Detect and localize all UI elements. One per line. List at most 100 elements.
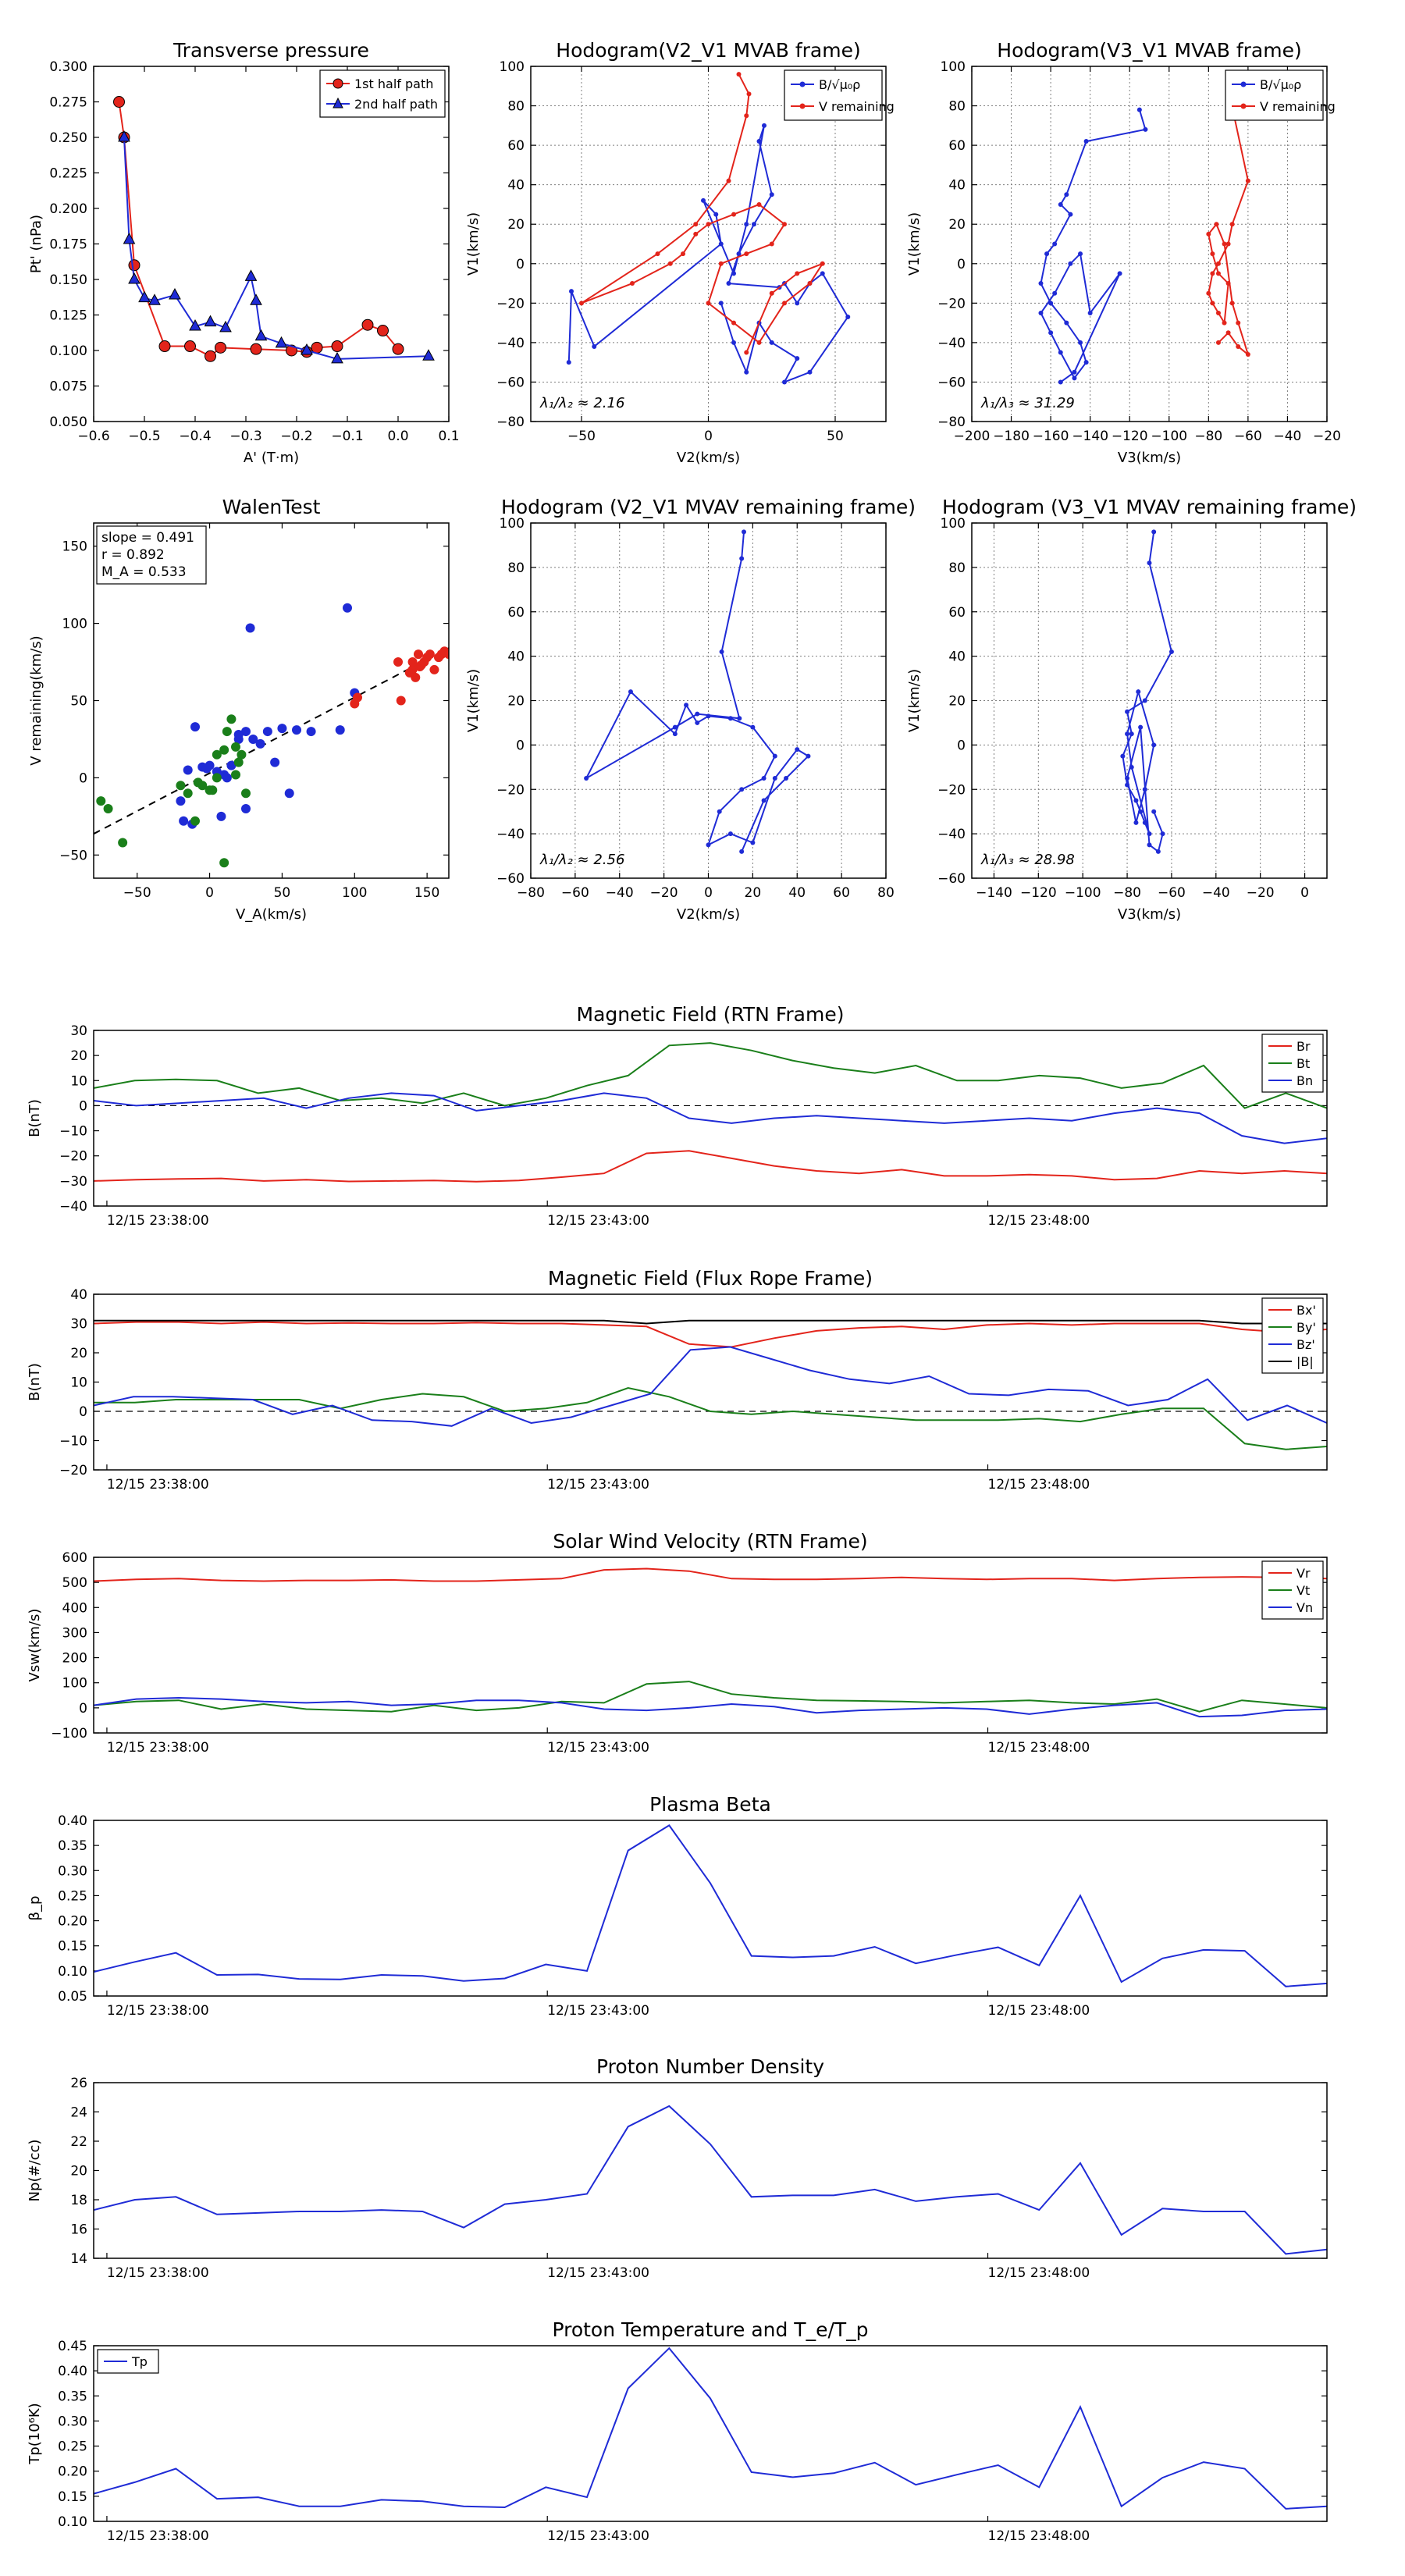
data-point (1058, 379, 1063, 385)
series-line-By' (94, 1386, 1327, 1450)
series-line-Tp (94, 2347, 1327, 2510)
legend-marker (333, 78, 343, 89)
data-point (1142, 698, 1147, 703)
eigenvalue-ratio: λ₁/λ₃ ≈ 28.98 (980, 852, 1075, 868)
data-point (1245, 178, 1250, 183)
axes-frame (93, 1557, 1328, 1734)
data-point (1072, 375, 1077, 381)
data-point (731, 271, 736, 276)
y-tick-label: 0.10 (58, 2514, 87, 2530)
x-tick-label: 12/15 23:38:00 (107, 2528, 209, 2544)
data-point (262, 727, 272, 737)
y-axis-label: V1(km/s) (906, 212, 923, 276)
x-tick-label: −0.6 (77, 429, 109, 444)
axes-frame (93, 1820, 1328, 1997)
data-point (414, 649, 423, 660)
x-tick-label: −120 (1112, 429, 1148, 444)
y-tick-label: 50 (70, 694, 87, 710)
y-tick-label: 0.45 (58, 2339, 87, 2354)
y-tick-label: 0.25 (58, 1888, 87, 1904)
data-point (737, 716, 742, 721)
x-tick-label: 12/15 23:43:00 (547, 2528, 649, 2544)
x-tick-label: 12/15 23:38:00 (107, 2265, 209, 2281)
data-point (1142, 820, 1147, 825)
data-point (736, 72, 742, 77)
data-point (807, 281, 813, 286)
y-tick-label: 0.275 (49, 95, 87, 111)
y-tick-label: −20 (937, 782, 966, 798)
data-point (248, 734, 258, 744)
y-tick-label: −20 (59, 1149, 87, 1165)
y-tick-label: 60 (948, 138, 966, 154)
y-tick-label: 10 (70, 1073, 87, 1089)
data-point (241, 727, 251, 737)
x-tick-label: 100 (342, 885, 367, 901)
data-point (1147, 842, 1152, 848)
data-point (205, 350, 216, 362)
data-point (1083, 360, 1089, 365)
data-point (592, 343, 597, 349)
x-tick-label: −40 (1273, 429, 1301, 444)
legend-marker (1240, 81, 1247, 87)
data-point (444, 649, 449, 660)
x-axis-label: V_A(km/s) (236, 906, 307, 923)
data-point (226, 760, 237, 770)
chart-magnetic-field-rtn: Magnetic Field (RTN Frame) −40 −30 −20 −10 0 1… (27, 1003, 1328, 1229)
y-tick-label: 30 (70, 1317, 87, 1332)
y-tick-label: −80 (937, 415, 966, 430)
y-tick-label: 0.300 (49, 59, 87, 75)
y-tick-label: 500 (62, 1575, 87, 1591)
data-point (731, 320, 736, 326)
data-point (1210, 301, 1215, 306)
y-tick-label: −100 (51, 1726, 87, 1742)
data-point (1038, 281, 1044, 286)
data-point (717, 809, 722, 814)
data-point (739, 849, 745, 854)
x-tick-label: −0.1 (331, 429, 363, 444)
data-point (277, 724, 287, 734)
x-tick-label: −140 (1072, 429, 1108, 444)
chart-title: Hodogram(V2_V1 MVAB frame) (556, 39, 860, 62)
data-point (1120, 753, 1126, 759)
axes-frame (971, 66, 1328, 422)
chart-solar-wind-velocity: Solar Wind Velocity (RTN Frame) −100 0 100 2… (27, 1530, 1328, 1756)
y-tick-label: 20 (70, 2164, 87, 2179)
x-tick-label: −80 (1194, 429, 1222, 444)
data-point (1210, 251, 1215, 257)
x-tick-label: −180 (993, 429, 1030, 444)
axes-frame (93, 66, 450, 422)
x-tick-label: −40 (606, 885, 634, 901)
chart-title: Hodogram (V2_V1 MVAV remaining frame) (501, 496, 916, 518)
x-tick-label: −20 (650, 885, 678, 901)
data-point (123, 232, 136, 244)
data-point (158, 340, 171, 353)
x-tick-label: 0 (704, 885, 713, 901)
plot-area (94, 1319, 1327, 1450)
y-axis-label: Pt' (nPa) (28, 215, 44, 273)
y-tick-label: 40 (948, 178, 966, 194)
chart-title: Hodogram (V3_V1 MVAV remaining frame) (942, 496, 1357, 518)
data-point (422, 349, 435, 361)
data-point (731, 212, 736, 217)
y-tick-label: 0.20 (58, 2464, 87, 2480)
x-tick-label: 12/15 23:48:00 (988, 1213, 1090, 1229)
data-point (713, 212, 719, 217)
legend-label: Vt (1297, 1583, 1310, 1598)
data-point (566, 360, 571, 365)
chart-walen-test: WalenTest −50 0 50 100 150 −50 0 50 100 150 V_A(km/… (28, 496, 450, 923)
data-point (1245, 352, 1250, 358)
x-tick-label: 40 (788, 885, 806, 901)
y-axis-label: Vsw(km/s) (27, 1609, 43, 1682)
legend-label: By' (1297, 1320, 1316, 1335)
legend-label: |B| (1297, 1354, 1314, 1369)
y-tick-label: 0.15 (58, 1939, 87, 1955)
data-point (726, 178, 731, 183)
legend-marker (1240, 103, 1247, 109)
chart-title: Magnetic Field (RTN Frame) (577, 1003, 845, 1026)
data-point (684, 703, 689, 708)
data-point (1078, 340, 1083, 345)
data-point (1052, 290, 1058, 296)
x-tick-label: 0.0 (387, 429, 408, 444)
data-point (769, 241, 774, 247)
data-point (275, 336, 288, 348)
